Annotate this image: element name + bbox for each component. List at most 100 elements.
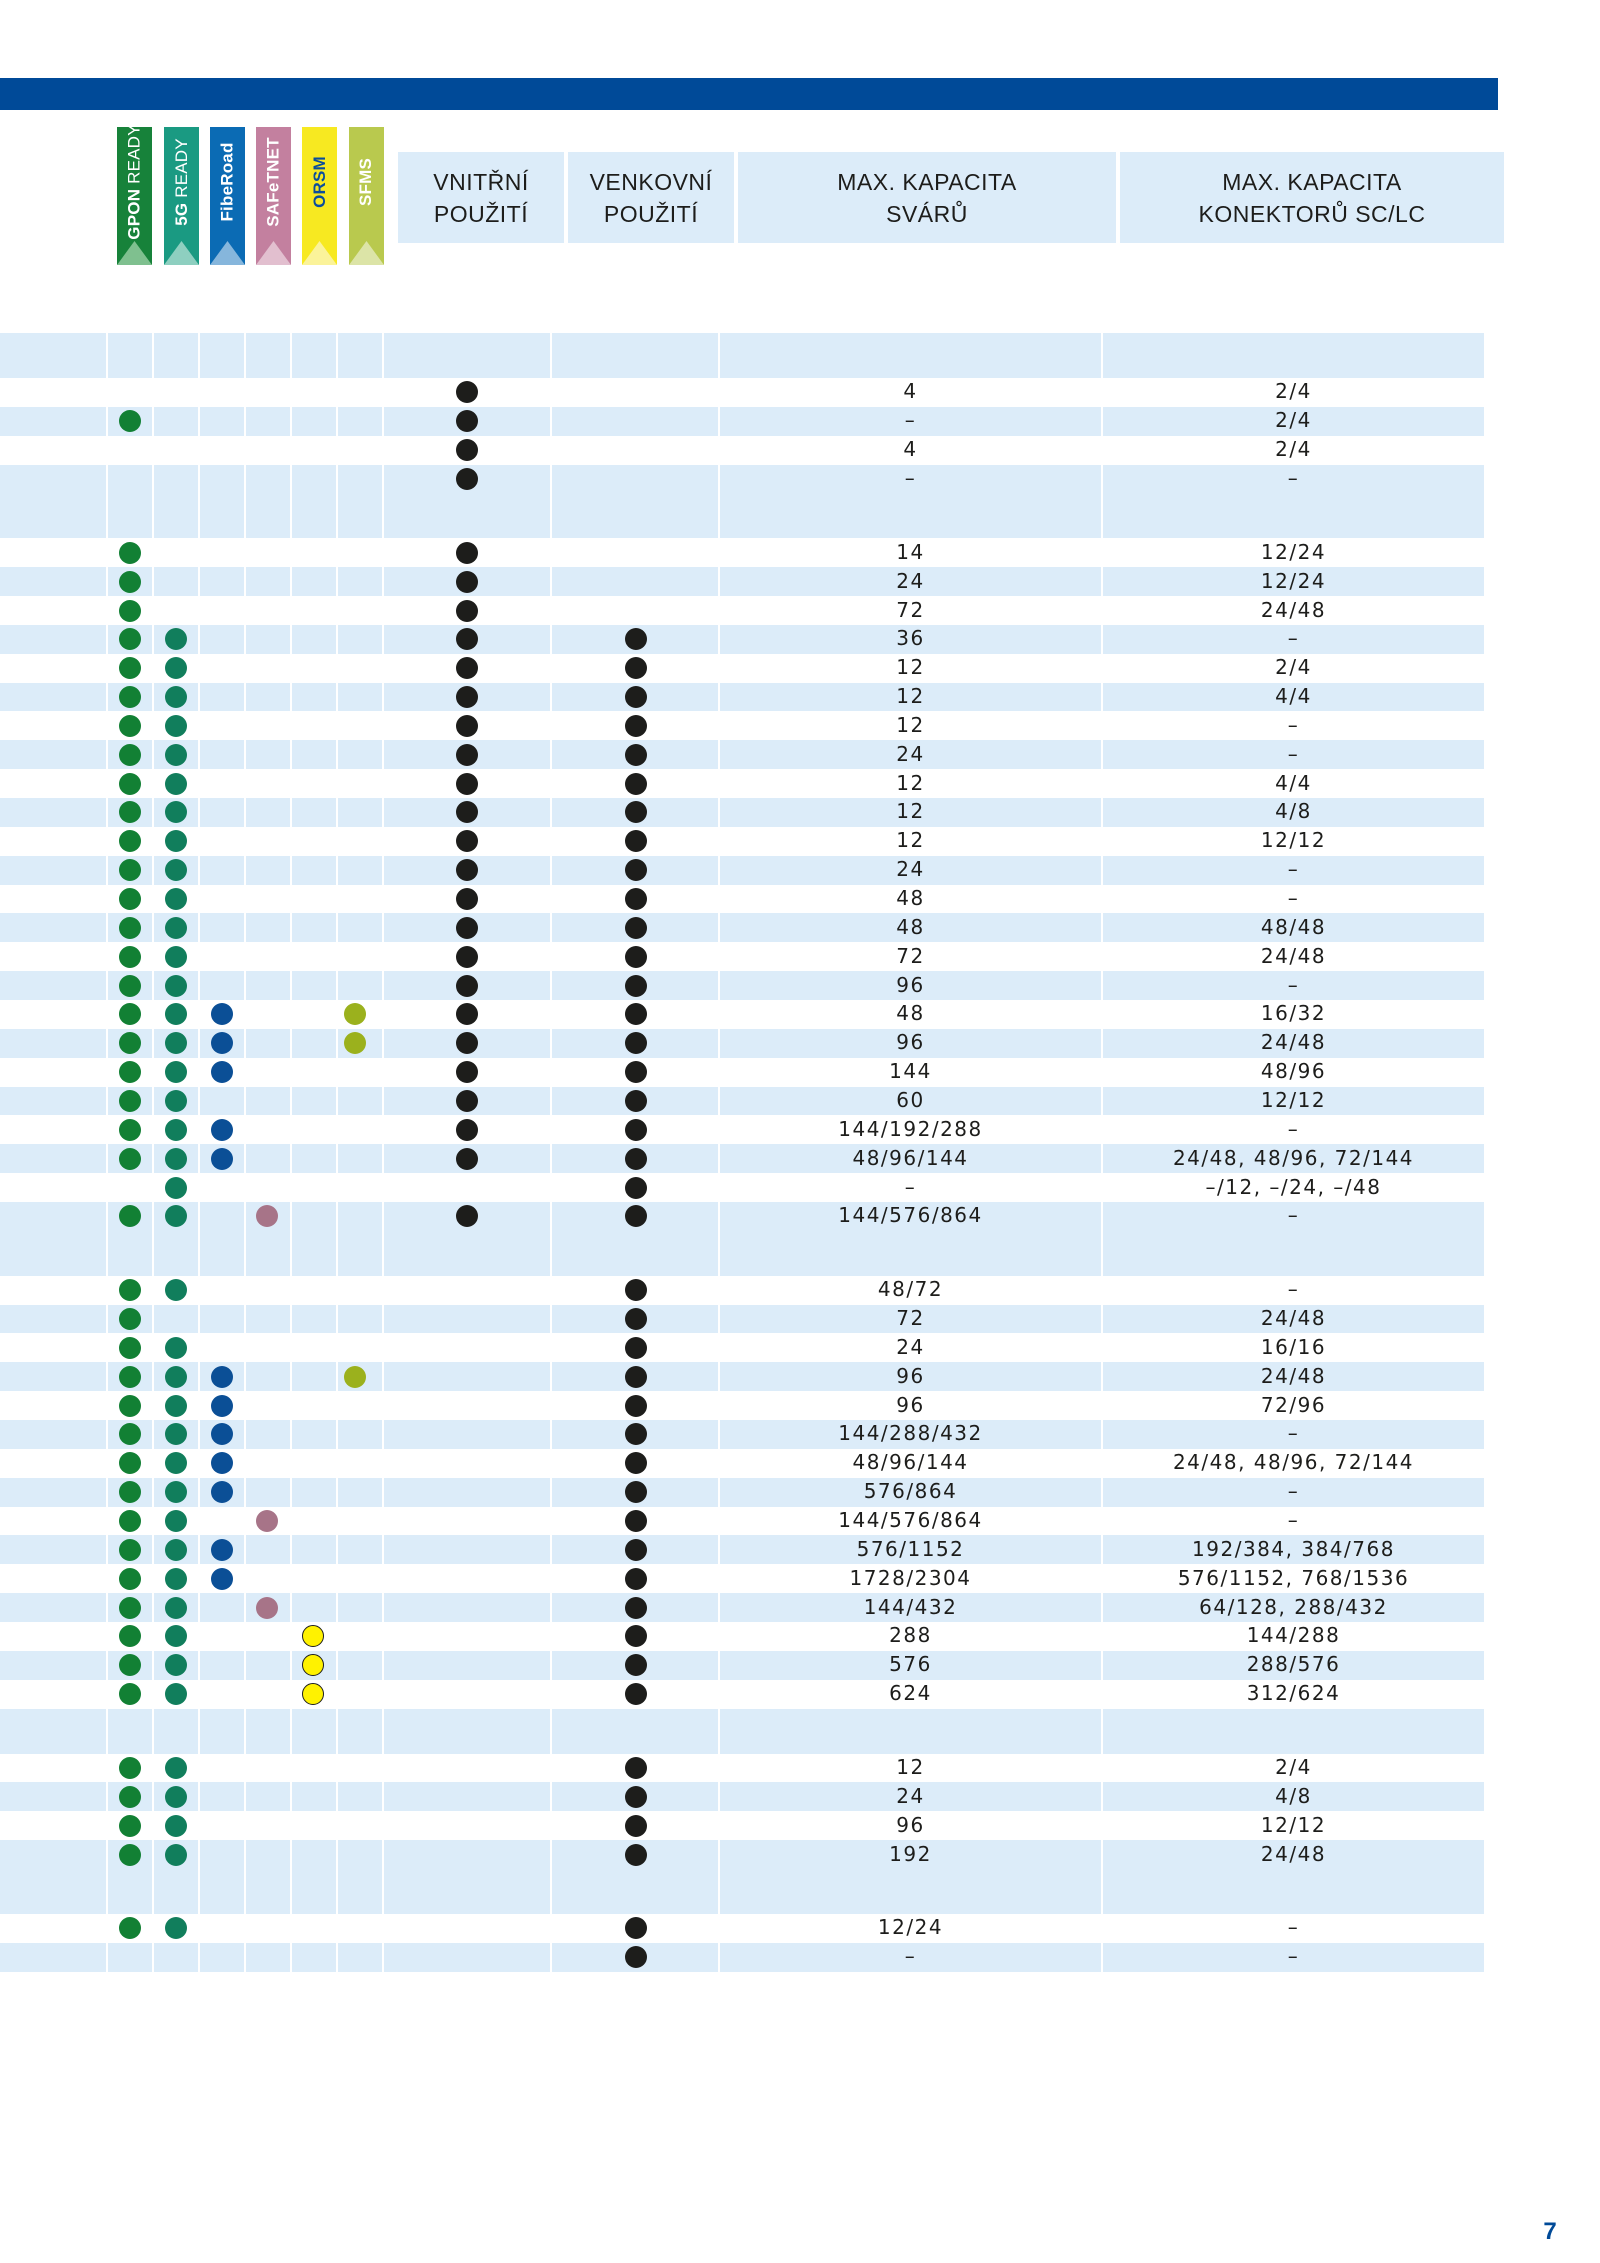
splice-capacity: 36 xyxy=(896,626,925,651)
row-band-cell xyxy=(0,406,106,436)
row-band-cell xyxy=(1103,1362,1484,1392)
indoor-use-dot xyxy=(456,686,478,709)
section-header-cell xyxy=(154,1868,198,1914)
system-indicator-dot xyxy=(119,1118,141,1141)
row-band-cell xyxy=(1103,1942,1484,1972)
section-header-cell xyxy=(338,1868,382,1914)
badge-arrow-icon xyxy=(256,241,291,265)
connector-capacity: – xyxy=(1287,626,1300,651)
section-header-cell xyxy=(246,1708,290,1754)
row-band-cell xyxy=(384,1650,550,1680)
row-band-cell xyxy=(720,1782,1101,1812)
row-band-cell xyxy=(338,1304,382,1334)
outdoor-use-dot xyxy=(625,686,647,709)
section-header-cell xyxy=(154,333,198,378)
row-band-cell xyxy=(246,740,290,770)
row-band-cell xyxy=(246,1782,290,1812)
row-band-cell xyxy=(0,464,106,494)
row-band-cell xyxy=(720,567,1101,597)
splice-capacity: – xyxy=(904,408,917,433)
section-header-cell xyxy=(292,333,336,378)
section-header-cell xyxy=(246,333,290,378)
system-indicator-dot xyxy=(211,1061,233,1084)
splice-capacity: 144/576/864 xyxy=(838,1508,983,1533)
system-indicator-dot xyxy=(119,1394,141,1417)
row-band-cell xyxy=(292,1942,336,1972)
splice-capacity: 96 xyxy=(896,1392,925,1417)
section-header-cell xyxy=(1103,1230,1484,1276)
outdoor-use-dot xyxy=(625,859,647,882)
outdoor-use-dot xyxy=(625,1423,647,1446)
outdoor-use-dot xyxy=(625,1917,647,1940)
row-band-cell xyxy=(200,971,244,1000)
connector-capacity: – xyxy=(1287,1421,1300,1446)
outdoor-use-dot xyxy=(625,1118,647,1141)
row-band-cell xyxy=(0,1304,106,1334)
connector-capacity: – xyxy=(1287,1915,1300,1940)
section-header-cell xyxy=(552,333,718,378)
section-header-cell xyxy=(200,493,244,539)
row-band-cell xyxy=(246,913,290,943)
row-band-cell xyxy=(338,855,382,885)
splice-capacity: 12 xyxy=(896,770,925,795)
outdoor-use-dot xyxy=(625,1336,647,1359)
row-band-cell xyxy=(292,464,336,494)
connector-capacity: 4/4 xyxy=(1275,770,1312,795)
system-indicator-dot xyxy=(119,1336,141,1359)
system-indicator-dot xyxy=(165,1032,187,1055)
section-header-cell xyxy=(338,1230,382,1276)
row-band-cell xyxy=(720,1650,1101,1680)
system-indicator-dot xyxy=(165,1596,187,1619)
outdoor-use-dot xyxy=(625,1176,647,1199)
connector-capacity: 48/48 xyxy=(1260,914,1327,939)
row-band-cell xyxy=(154,567,198,597)
system-indicator-dot xyxy=(301,1682,324,1705)
row-band-cell xyxy=(338,971,382,1000)
splice-capacity: 12 xyxy=(896,1754,925,1779)
splice-capacity: – xyxy=(904,1174,917,1199)
indoor-use-dot xyxy=(456,801,478,824)
splice-capacity: 4 xyxy=(903,437,918,462)
connector-capacity: 16/16 xyxy=(1260,1334,1327,1359)
indoor-use-dot xyxy=(456,859,478,882)
row-band-cell xyxy=(292,1086,336,1116)
system-indicator-dot xyxy=(165,1510,187,1533)
splice-capacity: 24 xyxy=(896,741,925,766)
row-band-cell xyxy=(292,740,336,770)
connector-capacity: 12/24 xyxy=(1260,568,1327,593)
connector-capacity: – xyxy=(1287,886,1300,911)
row-band-cell xyxy=(720,971,1101,1000)
system-indicator-dot xyxy=(119,1003,141,1026)
row-band-cell xyxy=(1103,1028,1484,1058)
indoor-use-dot xyxy=(456,599,478,622)
system-indicator-dot xyxy=(119,1843,141,1866)
system-indicator-dot xyxy=(211,1032,233,1055)
connector-capacity: 4/8 xyxy=(1275,799,1312,824)
indoor-use-dot xyxy=(456,1118,478,1141)
badge-5g: 5G READY xyxy=(164,127,199,265)
indoor-use-dot xyxy=(456,570,478,593)
section-header-cell xyxy=(384,1708,550,1754)
row-band-cell xyxy=(0,1782,106,1812)
row-band-cell xyxy=(1103,913,1484,943)
row-band-cell xyxy=(720,1840,1101,1869)
splice-capacity: 576/864 xyxy=(863,1479,958,1504)
splice-capacity: 48 xyxy=(896,886,925,911)
system-indicator-dot xyxy=(165,1423,187,1446)
connector-capacity: 312/624 xyxy=(1246,1681,1341,1706)
system-indicator-dot xyxy=(119,1596,141,1619)
row-band-cell xyxy=(292,1028,336,1058)
system-indicator-dot xyxy=(119,686,141,709)
section-header-cell xyxy=(154,1230,198,1276)
system-indicator-dot xyxy=(119,743,141,766)
splice-capacity: 96 xyxy=(896,972,925,997)
row-band-cell xyxy=(200,1840,244,1869)
system-indicator-dot xyxy=(165,657,187,680)
splice-capacity: 288 xyxy=(889,1623,932,1648)
splice-capacity: 12/24 xyxy=(877,1915,944,1940)
connector-capacity: 2/4 xyxy=(1275,408,1312,433)
row-band-cell xyxy=(200,1304,244,1334)
section-header-cell xyxy=(720,1868,1101,1914)
section-header-cell xyxy=(108,1708,152,1754)
outdoor-use-dot xyxy=(625,1596,647,1619)
